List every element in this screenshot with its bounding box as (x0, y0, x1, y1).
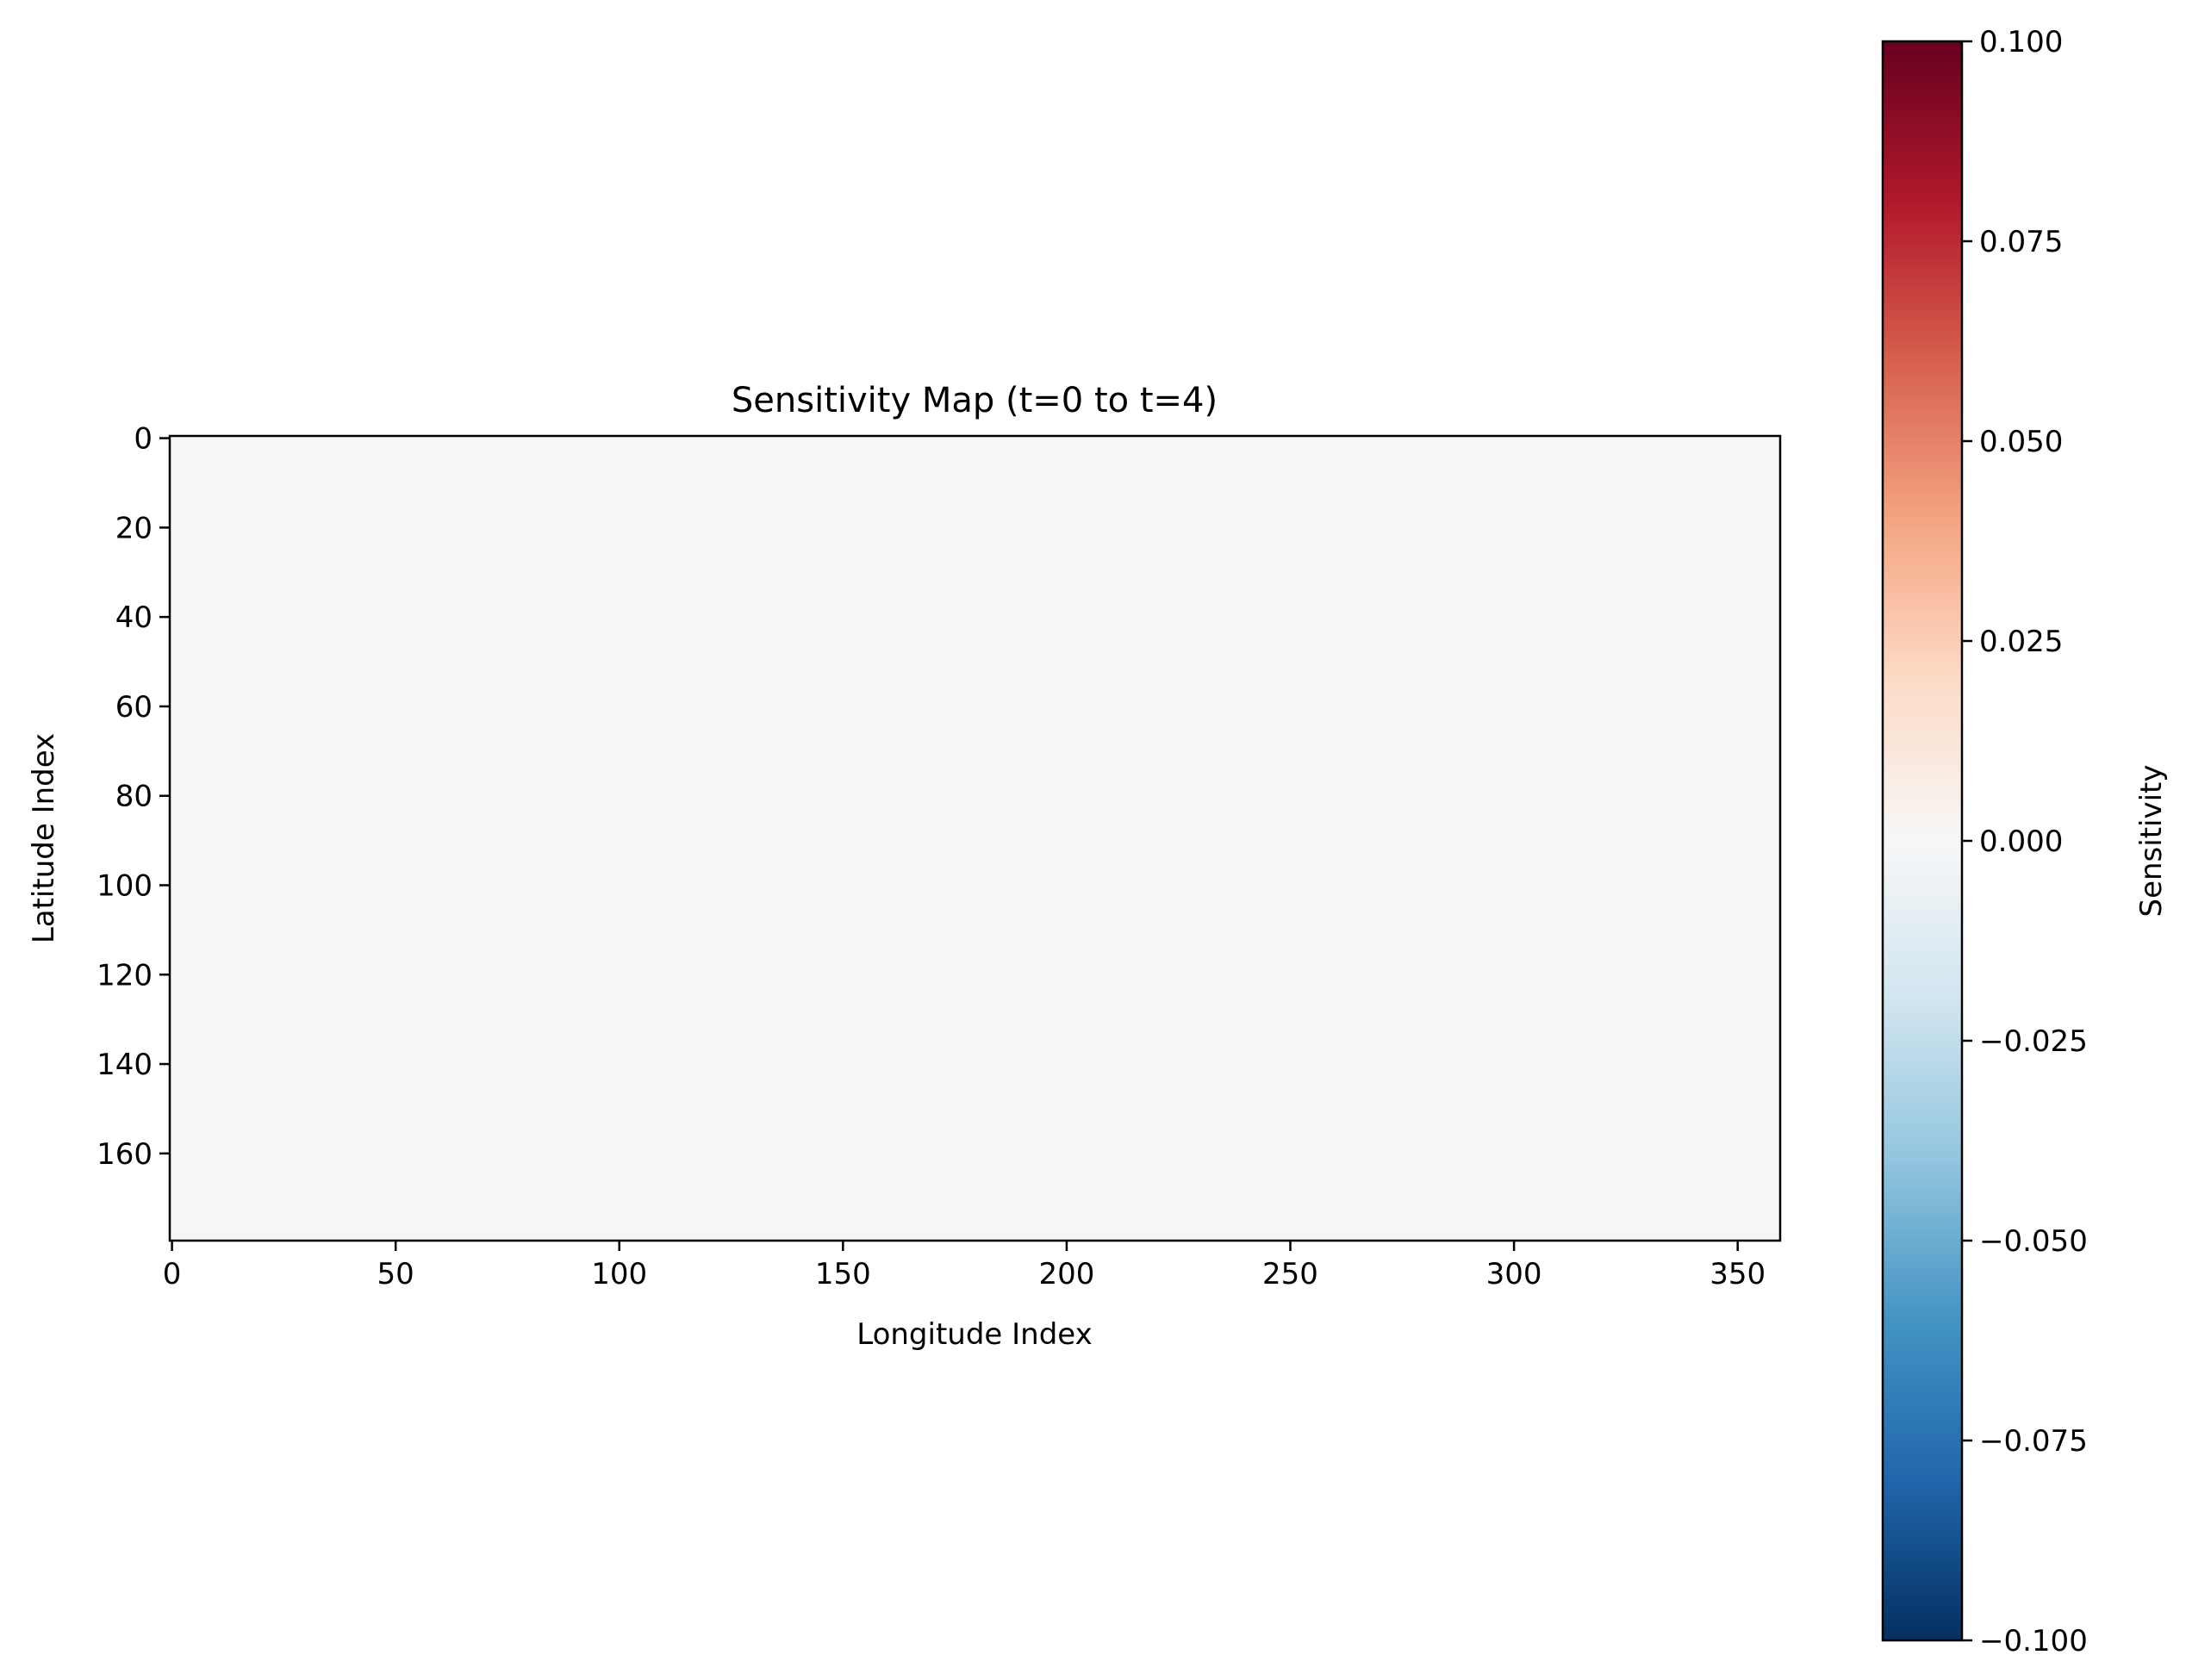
y-tick-label: 120 (97, 958, 153, 992)
y-tick-label: 100 (97, 868, 153, 903)
colorbar-tick-label: −0.050 (1979, 1224, 2088, 1259)
y-tick-label: 60 (115, 690, 153, 725)
y-tick-label: 40 (115, 600, 153, 635)
colorbar-tick-label: −0.025 (1979, 1024, 2088, 1059)
x-axis-label: Longitude Index (856, 1317, 1093, 1352)
colorbar-tick-label: 0.025 (1979, 625, 2063, 659)
colorbar-tick-label: 0.075 (1979, 225, 2063, 259)
y-tick-label: 0 (134, 422, 153, 457)
x-tick-label: 200 (1038, 1257, 1094, 1291)
y-tick-label: 20 (115, 511, 153, 545)
x-axis-ticks: 0 50 100 150 200 250 300 350 (163, 1241, 1766, 1291)
colorbar-label: Sensitivity (2134, 764, 2169, 917)
colorbar-tick-label: 0.100 (1979, 25, 2063, 59)
colorbar-ticks: 0.100 0.075 0.050 0.025 0.000 −0.025 −0.050 −0.… (1962, 25, 2088, 1658)
x-tick-label: 300 (1486, 1257, 1542, 1291)
x-tick-label: 350 (1710, 1257, 1766, 1291)
x-tick-label: 0 (163, 1257, 182, 1291)
heatmap-image (170, 436, 1780, 1241)
colorbar-tick-label: 0.050 (1979, 425, 2063, 459)
colorbar-gradient (1883, 41, 1962, 1640)
x-tick-label: 150 (815, 1257, 871, 1291)
y-tick-label: 80 (115, 780, 153, 814)
y-tick-label: 140 (97, 1048, 153, 1082)
y-axis-label: Latitude Index (27, 733, 61, 943)
heatmap-frame (168, 434, 1782, 1242)
chart-title: Sensitivity Map (t=0 to t=4) (732, 381, 1218, 420)
colorbar-tick-label: −0.075 (1979, 1424, 2088, 1459)
colorbar-tick-label: −0.100 (1979, 1624, 2088, 1658)
colorbar-tick-label: 0.000 (1979, 824, 2063, 859)
x-tick-label: 250 (1262, 1257, 1318, 1291)
x-tick-label: 50 (377, 1257, 414, 1291)
y-tick-label: 160 (97, 1137, 153, 1172)
y-axis-ticks: 0 20 40 60 80 100 120 140 160 (97, 422, 170, 1172)
x-tick-label: 100 (591, 1257, 647, 1291)
